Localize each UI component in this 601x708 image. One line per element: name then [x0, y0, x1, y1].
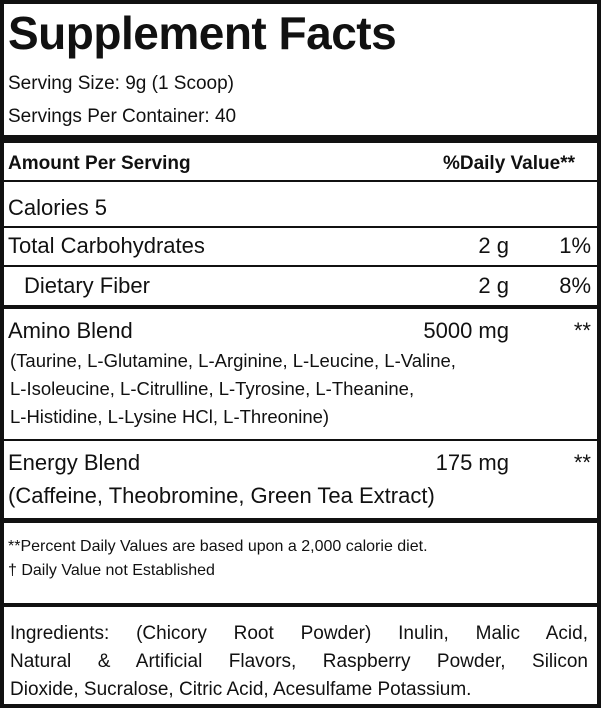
- ingredients-line: Ingredients: (Chicory Root Powder) Inuli…: [10, 623, 588, 644]
- row-name: Dietary Fiber: [24, 273, 150, 298]
- thick-rule: [4, 518, 597, 523]
- row-daily-value: **: [573, 318, 591, 343]
- row-daily-value: **: [573, 450, 591, 475]
- thick-rule: [4, 603, 597, 607]
- row-name: Energy Blend: [8, 450, 141, 475]
- thick-rule: [4, 135, 597, 143]
- ingredients-line: Natural & Artificial Flavors, Raspberry …: [10, 651, 588, 672]
- row-detail: L-Isoleucine, L-Citrulline, L-Tyrosine, …: [10, 378, 415, 399]
- row-detail: (Caffeine, Theobromine, Green Tea Extrac…: [8, 483, 435, 508]
- serving-size: Serving Size: 9g (1 Scoop): [8, 73, 235, 94]
- row-amount: 2 g: [478, 233, 509, 258]
- row-name: Total Carbohydrates: [8, 233, 205, 258]
- column-header: %Daily Value**: [442, 153, 575, 174]
- footnote: † Daily Value not Established: [8, 562, 215, 579]
- row-name: Calories 5: [8, 195, 108, 220]
- rule: [4, 226, 597, 228]
- row-amount: 2 g: [478, 273, 509, 298]
- row-detail: (Taurine, L-Glutamine, L-Arginine, L-Leu…: [10, 350, 456, 371]
- rule: [4, 180, 597, 182]
- footnote: **Percent Daily Values are based upon a …: [8, 538, 428, 555]
- column-header: Amount Per Serving: [8, 153, 191, 174]
- row-daily-value: 1%: [559, 233, 591, 258]
- row-amount: 175 mg: [435, 450, 509, 475]
- row-amount: 5000 mg: [423, 318, 509, 343]
- thick-rule: [4, 305, 597, 309]
- row-detail: L-Histidine, L-Lysine HCl, L-Threonine): [10, 406, 330, 427]
- title: Supplement Facts: [8, 7, 397, 59]
- row-daily-value: 8%: [559, 273, 591, 298]
- rule: [4, 439, 597, 441]
- servings-per-container: Servings Per Container: 40: [8, 106, 237, 127]
- ingredients-line: Dioxide, Sucralose, Citric Acid, Acesulf…: [10, 679, 472, 700]
- rule: [4, 265, 597, 267]
- row-name: Amino Blend: [8, 318, 133, 343]
